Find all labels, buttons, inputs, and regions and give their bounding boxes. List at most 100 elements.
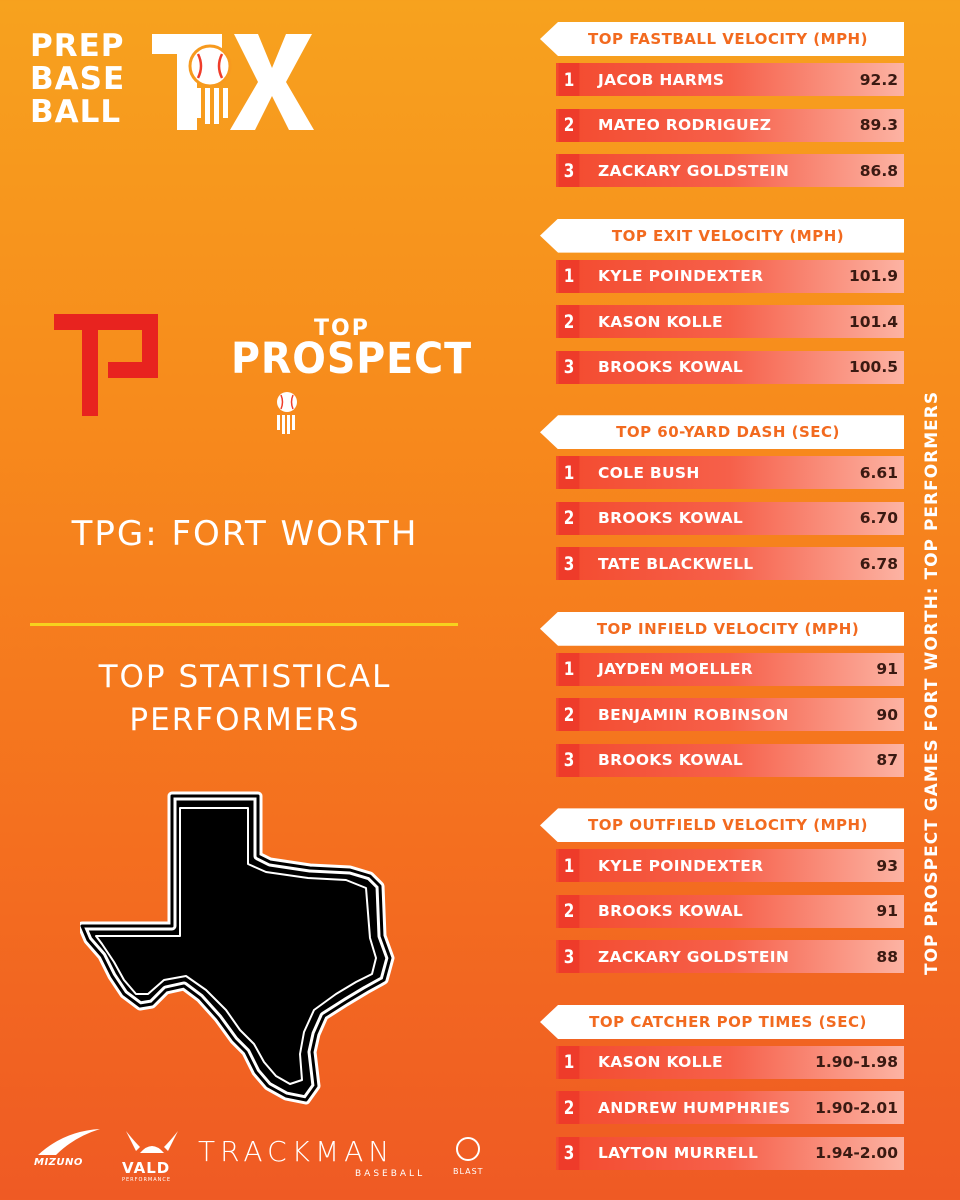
vald-sublabel: PERFORMANCE: [122, 1177, 172, 1183]
rank-number: 1: [558, 652, 580, 686]
baseball-shield-icon: [277, 392, 297, 434]
rank-number: 3: [558, 1136, 580, 1170]
player-name: KASON KOLLE: [598, 312, 723, 331]
player-name: ZACKARY GOLDSTEIN: [598, 161, 790, 180]
mizuno-label: MIZUNO: [34, 1157, 83, 1168]
player-name: BENJAMIN ROBINSON: [598, 705, 789, 724]
rank-number: 2: [558, 108, 580, 142]
player-name: KASON KOLLE: [598, 1053, 723, 1072]
stat-value: 1.90-1.98: [815, 1053, 898, 1072]
stat-value: 100.5: [848, 358, 898, 377]
performer-row: 2 BROOKS KOWAL 6.70: [556, 501, 904, 535]
player-name: ZACKARY GOLDSTEIN: [598, 947, 790, 966]
side-banner: TOP PROSPECT GAMES FORT WORTH: TOP PERFO…: [922, 390, 942, 975]
performer-row: 2 MATEO RODRIGUEZ 89.3: [556, 108, 904, 142]
stat-value: 101.9: [848, 267, 898, 286]
stat-category: TOP INFIELD VELOCITY (MPH) 1 JAYDEN MOELLE…: [540, 611, 906, 809]
tx-logo-icon: [152, 34, 314, 130]
stat-value: 1.90-2.01: [815, 1098, 898, 1117]
stat-category: TOP OUTFIELD VELOCITY (MPH) 1 KYLE POINDEX…: [540, 808, 906, 1005]
top-prospect-logo: TOP PROSPECT: [54, 312, 471, 442]
stat-category: TOP 60-YARD DASH (SEC) 1 COLE BUSH 6.61 2 BRO…: [540, 415, 906, 612]
performer-row: 1 KASON KOLLE 1.90-1.98: [556, 1045, 904, 1079]
top-prospect-wordmark: PROSPECT: [231, 334, 472, 384]
pbr-wordmark: PREP BASE BALL: [30, 30, 125, 129]
pbr-line: BASE: [30, 61, 126, 97]
rank-number: 2: [558, 501, 580, 535]
rank-number: 3: [558, 350, 580, 384]
rank-number: 2: [558, 698, 580, 732]
rank-number: 1: [558, 63, 580, 96]
rank-number: 3: [558, 547, 580, 581]
player-name: BROOKS KOWAL: [598, 358, 744, 377]
performer-row: 3 LAYTON MURRELL 1.94-2.00: [556, 1136, 904, 1170]
stat-value: 90: [876, 705, 898, 724]
performer-row: 3 BROOKS KOWAL 87: [556, 743, 904, 777]
stat-value: 87: [876, 751, 898, 770]
player-name: TATE BLACKWELL: [598, 554, 754, 573]
event-title: TPG: FORT WORTH: [71, 514, 419, 554]
vald-helmet-icon: [126, 1131, 178, 1153]
rank-number: 3: [558, 940, 580, 974]
player-name: JACOB HARMS: [598, 70, 725, 89]
vald-label: VALD: [122, 1159, 171, 1177]
stat-category: TOP EXIT VELOCITY (MPH) 1 KYLE POINDEXTER 1…: [540, 218, 906, 416]
performer-row: 3 ZACKARY GOLDSTEIN 88: [556, 940, 904, 974]
divider: [30, 623, 458, 626]
performer-row: 2 BROOKS KOWAL 91: [556, 894, 904, 928]
stat-category: TOP FASTBALL VELOCITY (MPH) 1 JACOB HARMS 9…: [540, 22, 906, 219]
stat-value: 91: [876, 902, 898, 921]
stat-value: 6.61: [859, 463, 898, 482]
rank-number: 1: [558, 259, 580, 293]
performer-row: 3 BROOKS KOWAL 100.5: [556, 350, 904, 384]
leaderboard: TOP FASTBALL VELOCITY (MPH) 1 JACOB HARMS 9…: [540, 22, 906, 1200]
stat-value: 1.94-2.00: [815, 1144, 898, 1163]
performer-row: 1 JACOB HARMS 92.2: [556, 63, 904, 96]
section-title-line: TOP STATISTICAL: [98, 659, 392, 695]
player-name: MATEO RODRIGUEZ: [598, 116, 772, 134]
performer-row: 2 ANDREW HUMPHRIES 1.90-2.01: [556, 1091, 904, 1125]
player-name: BROOKS KOWAL: [598, 509, 744, 528]
stat-category: TOP CATCHER POP TIMES (SEC) 1 KASON KOLLE 1…: [540, 1004, 906, 1200]
category-title: TOP OUTFIELD VELOCITY (MPH): [540, 808, 904, 843]
mizuno-logo-icon: [38, 1129, 100, 1155]
stat-value: 88: [876, 947, 898, 966]
player-name: KYLE POINDEXTER: [598, 856, 764, 875]
top-prospect-p-icon: [54, 314, 158, 416]
stat-value: 101.4: [848, 312, 898, 331]
section-title-line: PERFORMERS: [129, 702, 361, 738]
stat-value: 89.3: [859, 116, 898, 134]
stat-value: 91: [876, 660, 898, 679]
player-name: ANDREW HUMPHRIES: [598, 1098, 791, 1117]
player-name: JAYDEN MOELLER: [598, 660, 753, 679]
top-prospect-top: TOP: [314, 316, 370, 341]
rank-number: 2: [558, 894, 580, 928]
player-name: KYLE POINDEXTER: [598, 267, 764, 286]
stat-value: 93: [876, 856, 898, 875]
performer-row: 1 KYLE POINDEXTER 101.9: [556, 259, 904, 293]
performer-row: 3 TATE BLACKWELL 6.78: [556, 547, 904, 581]
pbr-line: PREP: [30, 28, 125, 64]
blast-logo-icon: [456, 1137, 480, 1161]
category-title: TOP EXIT VELOCITY (MPH): [540, 218, 904, 253]
category-title: TOP INFIELD VELOCITY (MPH): [540, 611, 904, 646]
player-name: COLE BUSH: [598, 463, 700, 482]
rank-number: 3: [558, 743, 580, 777]
player-name: BROOKS KOWAL: [598, 902, 744, 921]
stat-value: 92.2: [859, 70, 898, 89]
rank-number: 1: [558, 849, 580, 883]
section-title: TOP STATISTICAL PERFORMERS: [30, 656, 460, 742]
stat-value: 6.70: [859, 509, 898, 528]
rank-number: 1: [558, 1045, 580, 1079]
rank-number: 1: [558, 456, 580, 490]
performer-row: 1 JAYDEN MOELLER 91: [556, 652, 904, 686]
player-name: BROOKS KOWAL: [598, 751, 744, 770]
performer-row: 3 ZACKARY GOLDSTEIN 86.8: [556, 154, 904, 187]
stat-value: 86.8: [859, 161, 898, 180]
player-name: LAYTON MURRELL: [598, 1144, 759, 1163]
performer-row: 1 COLE BUSH 6.61: [556, 456, 904, 490]
performer-row: 2 BENJAMIN ROBINSON 90: [556, 698, 904, 732]
pbr-line: BALL: [30, 94, 122, 130]
rank-number: 2: [558, 305, 580, 339]
pbr-tx-logo: PREP BASE BALL: [30, 30, 314, 135]
